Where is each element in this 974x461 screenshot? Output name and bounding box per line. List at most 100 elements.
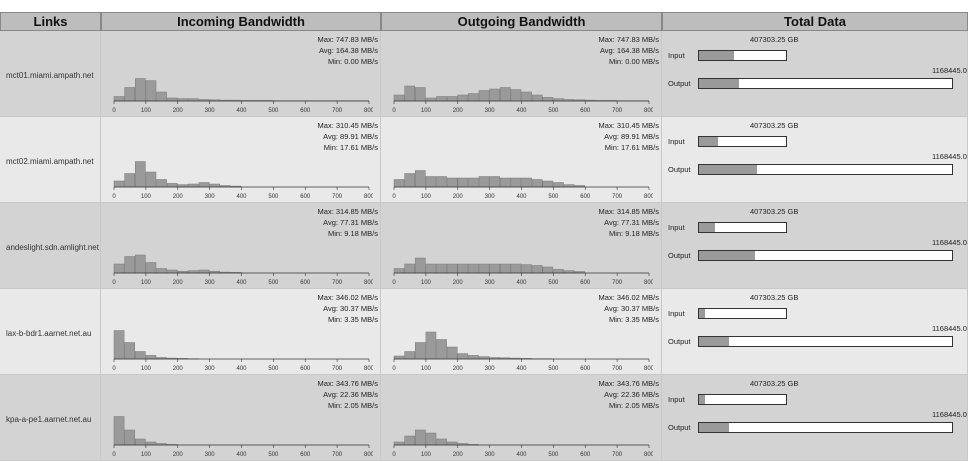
histogram-bar — [458, 178, 468, 187]
histogram-tick-label: 200 — [453, 108, 464, 114]
stat-max: Max: 346.02 MB/s — [599, 292, 659, 303]
input-bar-fill — [699, 223, 715, 232]
histogram-tick-label: 500 — [268, 452, 279, 458]
histogram-tick-label: 500 — [548, 280, 559, 286]
incoming-histogram: 0100200300400500600700800 — [111, 239, 373, 287]
histogram-bar — [426, 98, 436, 101]
header-total-data[interactable]: Total Data — [662, 12, 968, 31]
histogram-bar — [146, 81, 156, 101]
histogram-bar — [114, 97, 124, 102]
histogram-tick-label: 200 — [173, 280, 184, 286]
histogram-bar — [415, 430, 425, 445]
link-name[interactable]: kpa-a-pe1.aarnet.net.au — [6, 415, 91, 424]
histogram-bar — [511, 264, 521, 273]
link-cell[interactable]: mct01.miami.ampath.net — [0, 31, 101, 117]
histogram-bar — [532, 95, 542, 101]
incoming-histogram: 0100200300400500600700800 — [111, 67, 373, 115]
histogram-tick-label: 700 — [612, 194, 623, 200]
histogram-tick-label: 0 — [112, 366, 116, 372]
histogram-bar — [447, 347, 457, 359]
histogram-tick-label: 200 — [453, 452, 464, 458]
header-links[interactable]: Links — [0, 12, 101, 31]
histogram-bar — [199, 270, 209, 273]
histogram-bar — [511, 90, 521, 101]
histogram-tick-label: 100 — [421, 280, 432, 286]
output-total-value: 1168445.06 G — [932, 410, 968, 419]
stat-avg: Avg: 164.38 MB/s — [599, 45, 659, 56]
histogram-bar — [426, 177, 436, 188]
input-label: Input — [668, 137, 685, 146]
output-bar-fill — [699, 423, 729, 432]
stat-max: Max: 747.83 MB/s — [318, 34, 378, 45]
histogram-tick-label: 300 — [205, 452, 216, 458]
output-bar-fill — [699, 251, 755, 260]
stat-avg: Avg: 22.36 MB/s — [318, 389, 378, 400]
histogram-bar — [437, 97, 447, 102]
input-label: Input — [668, 309, 685, 318]
histogram-tick-label: 200 — [173, 366, 184, 372]
histogram-tick-label: 200 — [173, 194, 184, 200]
stat-min: Min: 3.35 MB/s — [599, 314, 659, 325]
stat-max: Max: 314.85 MB/s — [318, 206, 378, 217]
histogram-bar — [532, 180, 542, 188]
stat-min: Min: 17.61 MB/s — [318, 142, 378, 153]
histogram-bar — [114, 264, 124, 273]
link-name[interactable]: andeslight.sdn.amlight.net — [6, 243, 99, 252]
link-cell[interactable]: andeslight.sdn.amlight.net — [0, 203, 101, 289]
link-cell[interactable]: kpa-a-pe1.aarnet.net.au — [0, 375, 101, 461]
histogram-tick-label: 500 — [548, 452, 559, 458]
outgoing-histogram: 0100200300400500600700800 — [391, 325, 653, 373]
histogram-bar — [437, 439, 447, 445]
histogram-tick-label: 400 — [516, 452, 527, 458]
histogram-tick-label: 800 — [644, 108, 653, 114]
histogram-tick-label: 600 — [580, 194, 591, 200]
input-label: Input — [668, 223, 685, 232]
histogram-bar — [394, 442, 404, 445]
histogram-bar — [447, 442, 457, 445]
histogram-bar — [135, 439, 145, 445]
histogram-bar — [458, 354, 468, 359]
stat-min: Min: 0.00 MB/s — [318, 56, 378, 67]
histogram-tick-label: 400 — [236, 452, 247, 458]
histogram-bar — [490, 89, 500, 101]
histogram-tick-label: 600 — [580, 280, 591, 286]
histogram-tick-label: 800 — [644, 194, 653, 200]
histogram-tick-label: 300 — [205, 280, 216, 286]
histogram-bar — [415, 258, 425, 273]
stat-max: Max: 314.85 MB/s — [599, 206, 659, 217]
histogram-tick-label: 400 — [236, 366, 247, 372]
histogram-tick-label: 800 — [364, 108, 373, 114]
output-label: Output — [668, 165, 691, 174]
link-name[interactable]: mct02.miami.ampath.net — [6, 157, 94, 166]
histogram-tick-label: 600 — [300, 280, 311, 286]
link-name[interactable]: mct01.miami.ampath.net — [6, 71, 94, 80]
bandwidth-table: Links Incoming Bandwidth Outgoing Bandwi… — [0, 0, 974, 424]
header-outgoing-bandwidth[interactable]: Outgoing Bandwidth — [381, 12, 662, 31]
histogram-tick-label: 0 — [112, 280, 116, 286]
stat-min: Min: 0.00 MB/s — [599, 56, 659, 67]
histogram-tick-label: 600 — [300, 194, 311, 200]
histogram-bar — [188, 184, 198, 187]
stat-max: Max: 343.76 MB/s — [599, 378, 659, 389]
output-bar — [698, 78, 953, 89]
histogram-bar — [405, 174, 415, 188]
histogram-tick-label: 400 — [236, 108, 247, 114]
link-name[interactable]: lax-b-bdr1.aarnet.net.au — [6, 329, 91, 338]
histogram-tick-label: 400 — [236, 280, 247, 286]
histogram-bar — [500, 264, 510, 273]
histogram-tick-label: 800 — [364, 280, 373, 286]
histogram-bar — [405, 436, 415, 445]
stat-max: Max: 310.45 MB/s — [599, 120, 659, 131]
histogram-bar — [426, 332, 436, 359]
histogram-tick-label: 600 — [580, 366, 591, 372]
histogram-bar — [426, 264, 436, 273]
link-cell[interactable]: mct02.miami.ampath.net — [0, 117, 101, 203]
histogram-bar — [426, 433, 436, 445]
link-cell[interactable]: lax-b-bdr1.aarnet.net.au — [0, 289, 101, 375]
stat-min: Min: 9.18 MB/s — [599, 228, 659, 239]
header-incoming-bandwidth[interactable]: Incoming Bandwidth — [101, 12, 381, 31]
